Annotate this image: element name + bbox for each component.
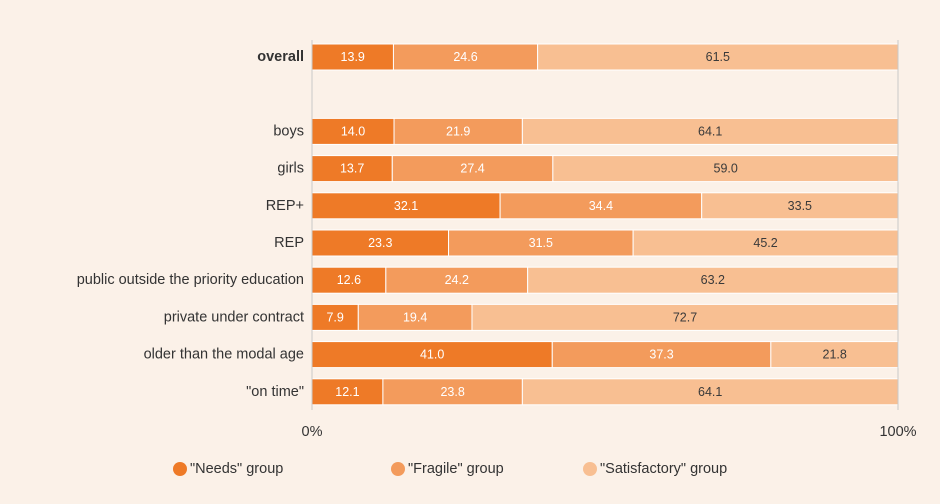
bar-segment xyxy=(385,266,529,294)
data-label: 13.7 xyxy=(340,162,364,176)
category-label: "on time" xyxy=(246,384,304,400)
bar-segment xyxy=(311,341,553,369)
bar-segment xyxy=(551,341,772,369)
legend-marker xyxy=(583,462,597,476)
category-label: REP+ xyxy=(266,198,304,214)
data-label: 37.3 xyxy=(649,348,673,362)
bar-segment xyxy=(311,378,384,406)
bar-segment xyxy=(701,192,899,220)
data-label: 64.1 xyxy=(698,385,722,399)
bar-segment xyxy=(521,378,899,406)
legend-label: "Fragile" group xyxy=(408,461,504,477)
data-label: 7.9 xyxy=(326,310,343,324)
legend-marker xyxy=(173,462,187,476)
category-label: boys xyxy=(273,123,304,139)
data-label: 19.4 xyxy=(403,310,427,324)
data-label: 23.8 xyxy=(440,385,464,399)
x-tick-label: 0% xyxy=(302,424,323,440)
category-label: older than the modal age xyxy=(144,347,304,363)
bar-segment xyxy=(393,117,523,145)
data-label: 21.8 xyxy=(823,348,847,362)
data-label: 63.2 xyxy=(701,273,725,287)
bar-segment xyxy=(770,341,900,369)
data-label: 31.5 xyxy=(529,236,553,250)
data-label: 32.1 xyxy=(394,199,418,213)
data-label: 45.2 xyxy=(753,236,777,250)
data-label: 13.9 xyxy=(341,50,365,64)
data-label: 59.0 xyxy=(714,162,738,176)
legend-label: "Needs" group xyxy=(190,461,283,477)
data-label: 64.1 xyxy=(698,124,722,138)
bar-segment xyxy=(357,303,473,331)
category-label: REP xyxy=(274,235,304,251)
bar-segment xyxy=(521,117,899,145)
bar-segment xyxy=(311,192,501,220)
legend-label: "Satisfactory" group xyxy=(600,461,727,477)
bar-segment xyxy=(448,229,634,257)
bars: 13.9 24.6 61.5 14.0 21.9 64.1 13.7 27.4 59.0 32.1… xyxy=(311,43,900,406)
data-label: 21.9 xyxy=(446,124,470,138)
bar-segment xyxy=(471,303,899,331)
bar-segment xyxy=(392,43,539,71)
x-tick-label: 100% xyxy=(879,424,916,440)
data-label: 12.1 xyxy=(335,385,359,399)
category-labels: overall boys girls REP+ REP public outside th… xyxy=(77,49,304,400)
data-label: 24.6 xyxy=(453,50,477,64)
legend-marker xyxy=(391,462,405,476)
data-label: 41.0 xyxy=(420,348,444,362)
data-label: 24.2 xyxy=(445,273,469,287)
category-label: public outside the priority education xyxy=(77,272,304,288)
bar-segment xyxy=(311,229,450,257)
data-label: 34.4 xyxy=(589,199,613,213)
data-label: 72.7 xyxy=(673,310,697,324)
category-label: girls xyxy=(277,161,304,177)
category-label: private under contract xyxy=(164,309,304,325)
bar-segment xyxy=(391,155,554,183)
bar-segment xyxy=(552,155,900,183)
legend: "Needs" group "Fragile" group "Satisfactor… xyxy=(173,461,727,477)
x-axis: 0% 100% xyxy=(302,40,917,440)
data-label: 33.5 xyxy=(788,199,812,213)
bar-segment xyxy=(527,266,899,294)
data-label: 12.6 xyxy=(337,273,361,287)
data-label: 14.0 xyxy=(341,124,365,138)
bar-segment xyxy=(537,43,899,71)
bar-segment xyxy=(311,155,393,183)
category-label: overall xyxy=(257,49,304,65)
data-label: 23.3 xyxy=(368,236,392,250)
bar-segment xyxy=(311,303,359,331)
data-label: 61.5 xyxy=(706,50,730,64)
data-label: 27.4 xyxy=(460,162,484,176)
